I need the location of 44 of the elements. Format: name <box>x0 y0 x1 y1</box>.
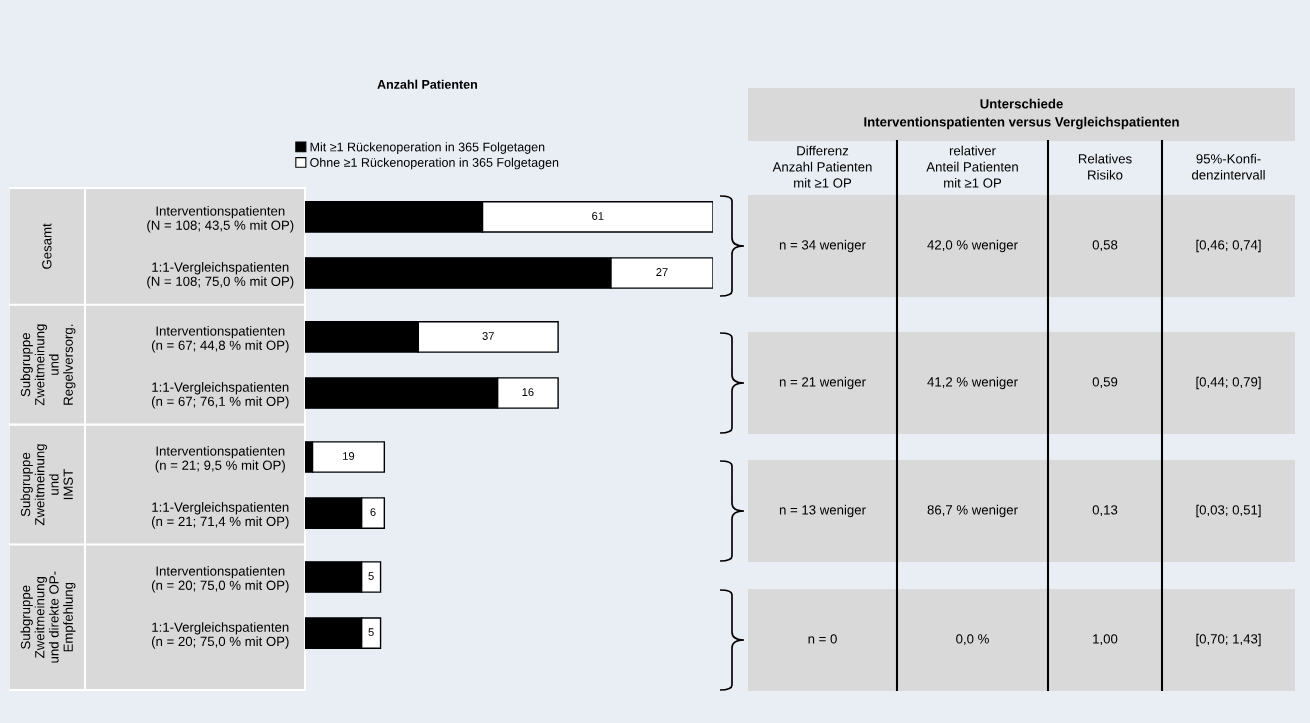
text: [0,03; 0,51] <box>1196 504 1261 518</box>
category-label: relativer Anteil Patienten mit ≥1 OP <box>926 145 1018 188</box>
data-label: 16 <box>522 388 534 397</box>
y-tick-label: 1:1-Vergleichspatienten (n = 21; 71,4 % mit OP) <box>151 502 289 529</box>
text: 0,0 % <box>956 634 989 646</box>
text: 86,7 % weniger <box>927 504 1018 518</box>
y-tick-label: 1:1-Vergleichspatienten (N = 108; 75,0 % mit OP) <box>147 262 294 289</box>
data-label: 37 <box>482 332 494 340</box>
y-tick-label: Interventionspatienten (N = 108; 43,5 % mit OP) <box>147 205 294 233</box>
legend-label: Mit ≥1 Rückenoperation in 365 Folgetagen <box>310 142 545 154</box>
data-label: 5 <box>368 628 374 637</box>
text: n = 34 weniger <box>779 239 866 253</box>
text: 0,59 <box>1092 377 1118 389</box>
y-tick-label: 1:1-Vergleichspatienten (n = 20; 75,0 % mit OP) <box>151 622 289 649</box>
y-tick-label: Interventionspatienten (n = 20; 75,0 % mit OP) <box>151 566 289 593</box>
text: 41,2 % weniger <box>927 376 1018 390</box>
text: Subgruppe Zweitmeinung und direkte OP- Empfehlung <box>20 571 76 663</box>
text: n = 0 <box>808 634 837 644</box>
text: [0,44; 0,79] <box>1196 376 1261 390</box>
legend-label: Ohne ≥1 Rückenoperation in 365 Folgetagen <box>310 157 559 170</box>
text: Subgruppe Zweitmeinung und Regelversorg. <box>20 324 76 406</box>
text: Unterschiede Interventionspatienten versus Vergleichspatienten <box>864 98 1179 130</box>
data-label: 19 <box>343 452 355 460</box>
data-label: 6 <box>370 508 376 517</box>
text: n = 21 weniger <box>779 376 866 390</box>
category-label: Relatives Risiko <box>1078 153 1132 180</box>
text: [0,46; 0,74] <box>1196 239 1261 253</box>
data-label: 5 <box>368 572 374 580</box>
text: 1,00 <box>1093 634 1118 646</box>
y-tick-label: Interventionspatienten (n = 21; 9,5 % mit OP) <box>155 446 285 473</box>
category-label: Differenz Anzahl Patienten mit ≥1 OP <box>772 145 872 188</box>
text: 42,0 % weniger <box>927 239 1018 253</box>
text: Subgruppe Zweitmeinung und IMST <box>20 444 73 526</box>
y-tick-label: Interventionspatienten (n = 67; 44,8 % mit OP) <box>151 326 289 353</box>
data-label: 27 <box>656 268 668 276</box>
text: 0,58 <box>1092 240 1118 252</box>
data-label: 61 <box>592 212 604 220</box>
chart-title: Anzahl Patienten <box>377 79 477 89</box>
text: 0,13 <box>1092 505 1118 517</box>
text: Gesamt <box>42 223 52 269</box>
y-tick-label: 1:1-Vergleichspatienten (n = 67; 76,1 % mit OP) <box>151 382 289 409</box>
text: [0,70; 1,43] <box>1196 633 1261 647</box>
text: n = 13 weniger <box>779 504 866 518</box>
category-label: 95%-Konfi- denzintervall <box>1192 153 1265 180</box>
